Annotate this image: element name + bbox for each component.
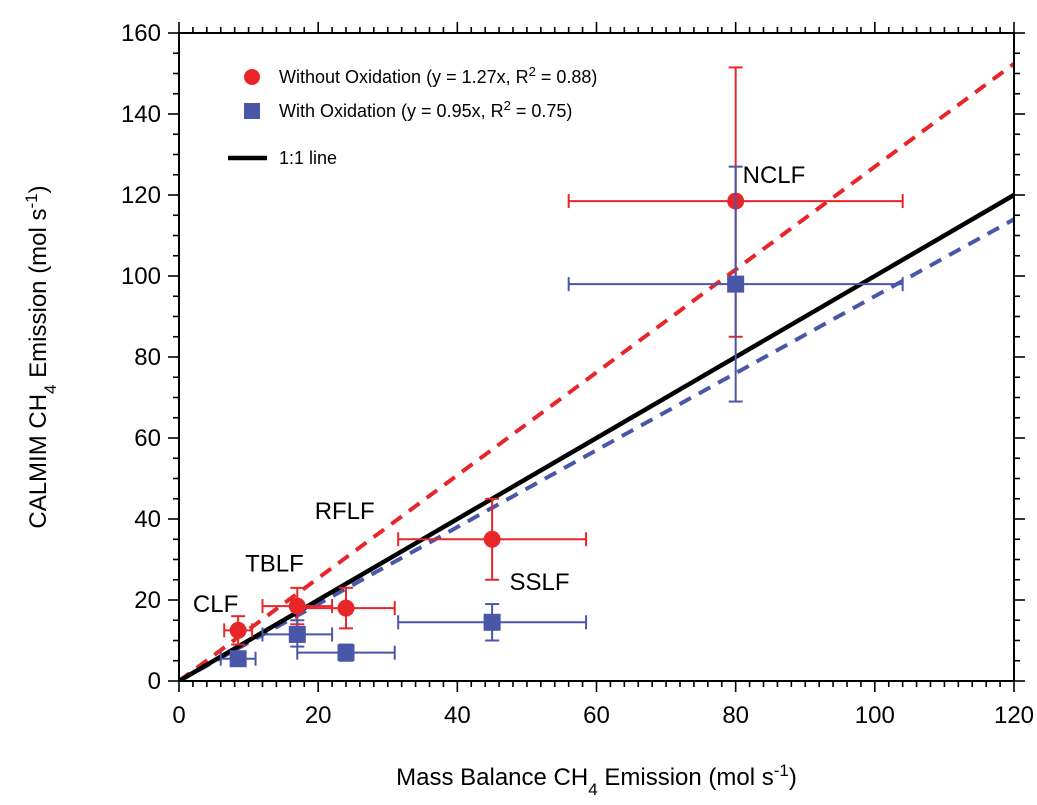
x-tick-label: 40 (444, 702, 471, 729)
plot-frame (178, 32, 1015, 682)
x-tick-label: 0 (172, 702, 185, 729)
y-tick-label: 40 (134, 506, 161, 533)
axes: 0 20 40 60 80 100 120 0 20 40 60 80 100 120 140 160 Mass… (22, 20, 1035, 799)
legend-label-0: Without Oxidation (y = 1.27x, R2 = 0.88) (279, 64, 597, 88)
fit-line-0 (179, 62, 1014, 681)
data-point-circle (337, 599, 355, 617)
site-label-rflf: RFLF (315, 498, 375, 525)
site-label-tblf: TBLF (245, 551, 304, 578)
legend-marker-square (244, 103, 260, 119)
plot-area (179, 62, 1014, 681)
legend-label-1-1: 1:1 line (279, 148, 337, 168)
y-tick-label: 60 (134, 425, 161, 452)
x-tick-label: 80 (722, 702, 749, 729)
x-tick-label: 60 (583, 702, 610, 729)
data-point-circle (483, 530, 501, 548)
y-tick-label: 20 (134, 587, 161, 614)
y-tick-label: 160 (121, 20, 161, 47)
y-axis-title: CALMIM CH4 Emission (mol s-1) (22, 185, 60, 528)
data-point-square (483, 613, 501, 631)
x-tick-label: 100 (855, 702, 895, 729)
x-tick-label: 20 (305, 702, 332, 729)
reference-line-1-1 (179, 193, 1014, 681)
site-label-sslf: SSLF (510, 569, 570, 596)
data-point-square (229, 650, 247, 668)
legend-marker-circle (244, 69, 260, 85)
legend-label-1: With Oxidation (y = 0.95x, R2 = 0.75) (279, 98, 572, 122)
y-tick-label: 100 (121, 263, 161, 290)
annotations: NCLF RFLF TBLF CLF SSLF (193, 162, 805, 618)
legend: Without Oxidation (y = 1.27x, R2 = 0.88)… (228, 64, 597, 168)
data-point-square (288, 625, 306, 643)
y-tick-label: 120 (121, 182, 161, 209)
data-point-square (337, 644, 355, 662)
y-tick-label: 140 (121, 101, 161, 128)
y-tick-label: 0 (148, 668, 161, 695)
fit-line-1 (179, 217, 1014, 681)
site-label-clf: CLF (193, 591, 238, 618)
data-point-circle (229, 621, 247, 639)
series-1 (219, 165, 904, 668)
data-point-square (727, 275, 745, 293)
x-tick-label: 120 (994, 702, 1034, 729)
y-tick-label: 80 (134, 344, 161, 371)
x-axis-title: Mass Balance CH4 Emission (mol s-1) (396, 761, 797, 799)
site-label-nclf: NCLF (743, 162, 806, 189)
